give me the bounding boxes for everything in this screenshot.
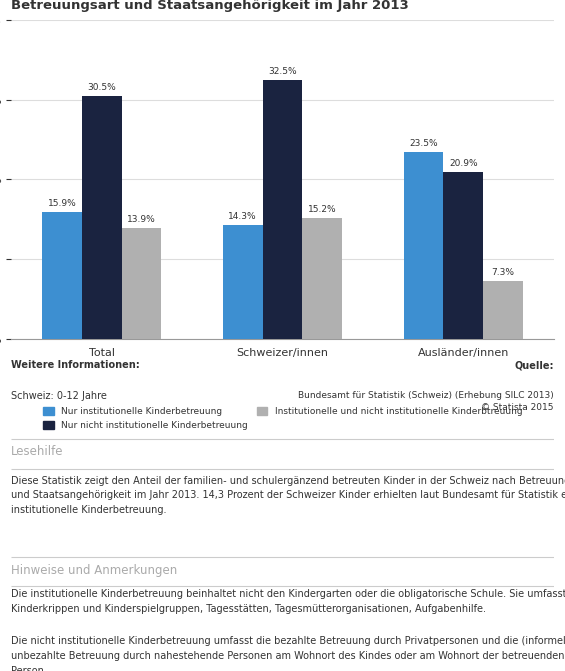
Text: 7.3%: 7.3% xyxy=(492,268,515,276)
Text: 15.9%: 15.9% xyxy=(47,199,76,208)
Text: Anteil der familien- und schulergänzend betreuten Kinder in der Schweiz nach
Bet: Anteil der familien- und schulergänzend … xyxy=(11,0,565,12)
Bar xyxy=(82,96,121,339)
Text: Schweiz: 0-12 Jahre: Schweiz: 0-12 Jahre xyxy=(11,391,107,401)
Text: 14.3%: 14.3% xyxy=(228,212,257,221)
Bar xyxy=(302,217,342,339)
Bar xyxy=(223,225,263,339)
Bar xyxy=(403,152,444,339)
Text: 15.2%: 15.2% xyxy=(308,205,337,213)
Text: Diese Statistik zeigt den Anteil der familien- und schulergänzend betreuten Kind: Diese Statistik zeigt den Anteil der fam… xyxy=(11,476,565,515)
Bar xyxy=(121,228,162,339)
Text: Bundesamt für Statistik (Schweiz) (Erhebung SILC 2013)
© Statista 2015: Bundesamt für Statistik (Schweiz) (Erheb… xyxy=(298,391,554,412)
Text: Quelle:: Quelle: xyxy=(514,360,554,370)
Text: 20.9%: 20.9% xyxy=(449,159,477,168)
Bar xyxy=(483,280,523,339)
Text: Hinweise und Anmerkungen: Hinweise und Anmerkungen xyxy=(11,564,177,576)
Text: Lesehilfe: Lesehilfe xyxy=(11,446,64,458)
Text: 30.5%: 30.5% xyxy=(88,83,116,92)
Text: 23.5%: 23.5% xyxy=(409,138,438,148)
Bar xyxy=(263,80,302,339)
Text: 32.5%: 32.5% xyxy=(268,67,297,76)
Text: 13.9%: 13.9% xyxy=(127,215,156,224)
Legend: Nur institutionelle Kinderbetreuung, Nur nicht institutionelle Kinderbetreuung, : Nur institutionelle Kinderbetreuung, Nur… xyxy=(43,407,522,429)
Text: Die institutionelle Kinderbetreuung beinhaltet nicht den Kindergarten oder die o: Die institutionelle Kinderbetreuung bein… xyxy=(11,589,565,614)
Text: Die nicht institutionelle Kinderbetreuung umfasst die bezahlte Betreuung durch P: Die nicht institutionelle Kinderbetreuun… xyxy=(11,636,565,671)
Bar xyxy=(444,172,483,339)
Bar xyxy=(42,212,82,339)
Text: Weitere Informationen:: Weitere Informationen: xyxy=(11,360,140,370)
